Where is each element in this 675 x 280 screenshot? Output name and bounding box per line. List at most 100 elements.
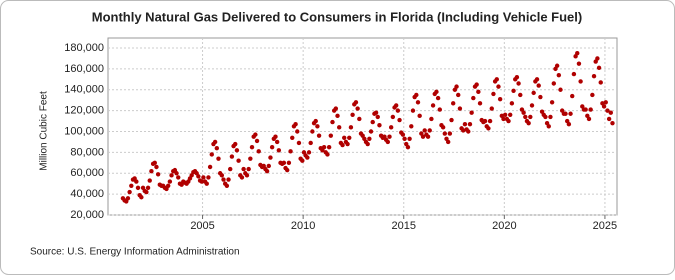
data-point xyxy=(556,72,562,78)
y-tick-label: 100,000 xyxy=(64,125,104,137)
data-point xyxy=(293,121,298,127)
data-point xyxy=(201,175,206,180)
data-point xyxy=(454,84,459,89)
data-point xyxy=(508,112,513,118)
x-tick-label: 2020 xyxy=(492,220,516,232)
data-point xyxy=(310,129,315,134)
data-point xyxy=(125,196,131,201)
data-point xyxy=(591,73,597,79)
y-tick-label: 160,000 xyxy=(64,63,104,75)
data-point xyxy=(566,121,572,127)
data-point xyxy=(440,125,446,130)
data-point xyxy=(328,133,334,138)
data-point xyxy=(286,160,292,166)
data-point xyxy=(353,100,359,105)
data-point xyxy=(509,101,515,106)
data-point xyxy=(425,134,431,139)
data-point xyxy=(610,120,615,126)
data-point xyxy=(206,175,211,180)
data-point xyxy=(377,123,382,128)
data-point xyxy=(212,139,218,145)
data-point xyxy=(333,106,339,111)
data-point xyxy=(234,148,240,153)
data-point xyxy=(145,185,151,191)
data-point xyxy=(548,114,553,120)
data-point xyxy=(313,118,318,124)
data-point xyxy=(326,144,332,150)
data-point xyxy=(147,178,152,183)
data-point xyxy=(494,77,499,82)
data-point xyxy=(204,181,209,186)
data-point xyxy=(169,173,174,178)
data-point xyxy=(558,87,563,92)
data-point xyxy=(239,175,245,180)
data-point xyxy=(246,166,251,172)
data-point xyxy=(506,118,511,124)
data-point xyxy=(342,135,347,140)
data-point xyxy=(306,150,312,155)
data-point xyxy=(139,195,144,200)
data-point xyxy=(268,155,273,160)
data-point xyxy=(355,106,360,111)
data-point xyxy=(248,156,253,161)
data-point xyxy=(373,110,379,115)
data-point xyxy=(575,51,580,56)
data-point xyxy=(427,128,432,133)
data-point xyxy=(486,126,491,131)
x-tick-label: 2005 xyxy=(190,220,214,232)
data-point xyxy=(467,121,473,127)
data-point xyxy=(224,183,230,188)
data-point xyxy=(546,124,551,129)
y-tick-label: 40,000 xyxy=(70,188,104,200)
data-point xyxy=(596,65,602,71)
data-point xyxy=(538,94,543,100)
data-point xyxy=(457,106,463,111)
y-tick-label: 60,000 xyxy=(70,167,104,179)
data-point xyxy=(461,128,466,133)
data-point xyxy=(347,135,352,140)
data-point xyxy=(149,168,154,174)
data-point xyxy=(501,116,506,122)
data-point xyxy=(228,166,233,172)
x-tick-label: 2015 xyxy=(392,220,416,232)
data-point xyxy=(144,189,149,195)
data-point xyxy=(367,136,372,142)
data-point xyxy=(276,148,282,153)
data-point xyxy=(316,133,322,138)
data-point xyxy=(570,93,575,99)
data-point xyxy=(241,166,246,172)
data-point xyxy=(405,144,411,150)
data-point xyxy=(601,104,607,109)
data-point xyxy=(335,113,340,119)
data-point xyxy=(595,56,600,61)
data-point xyxy=(274,139,280,145)
x-tick-label: 2010 xyxy=(291,220,315,232)
data-point xyxy=(199,179,204,184)
data-point xyxy=(528,114,533,120)
data-point xyxy=(385,139,391,145)
data-point xyxy=(209,152,214,157)
data-point xyxy=(219,173,225,178)
data-point xyxy=(253,132,258,137)
data-point xyxy=(295,129,300,134)
data-point xyxy=(266,163,271,169)
data-point xyxy=(487,118,493,124)
data-point xyxy=(410,108,416,113)
data-point xyxy=(375,114,380,120)
data-point xyxy=(529,103,535,108)
data-point xyxy=(285,167,290,173)
data-point xyxy=(340,142,345,148)
data-point xyxy=(226,177,231,182)
data-point xyxy=(216,156,221,161)
source: Source: U.S. Energy Information Administ… xyxy=(30,247,240,258)
data-point xyxy=(474,82,479,87)
chart-title: Monthly Natural Gas Delivered to Consume… xyxy=(92,9,582,24)
data-point xyxy=(462,121,468,127)
data-point xyxy=(491,91,496,97)
data-point xyxy=(236,158,241,163)
data-point xyxy=(476,89,481,95)
x-tick-label: 2025 xyxy=(593,220,617,232)
data-point xyxy=(429,116,434,122)
